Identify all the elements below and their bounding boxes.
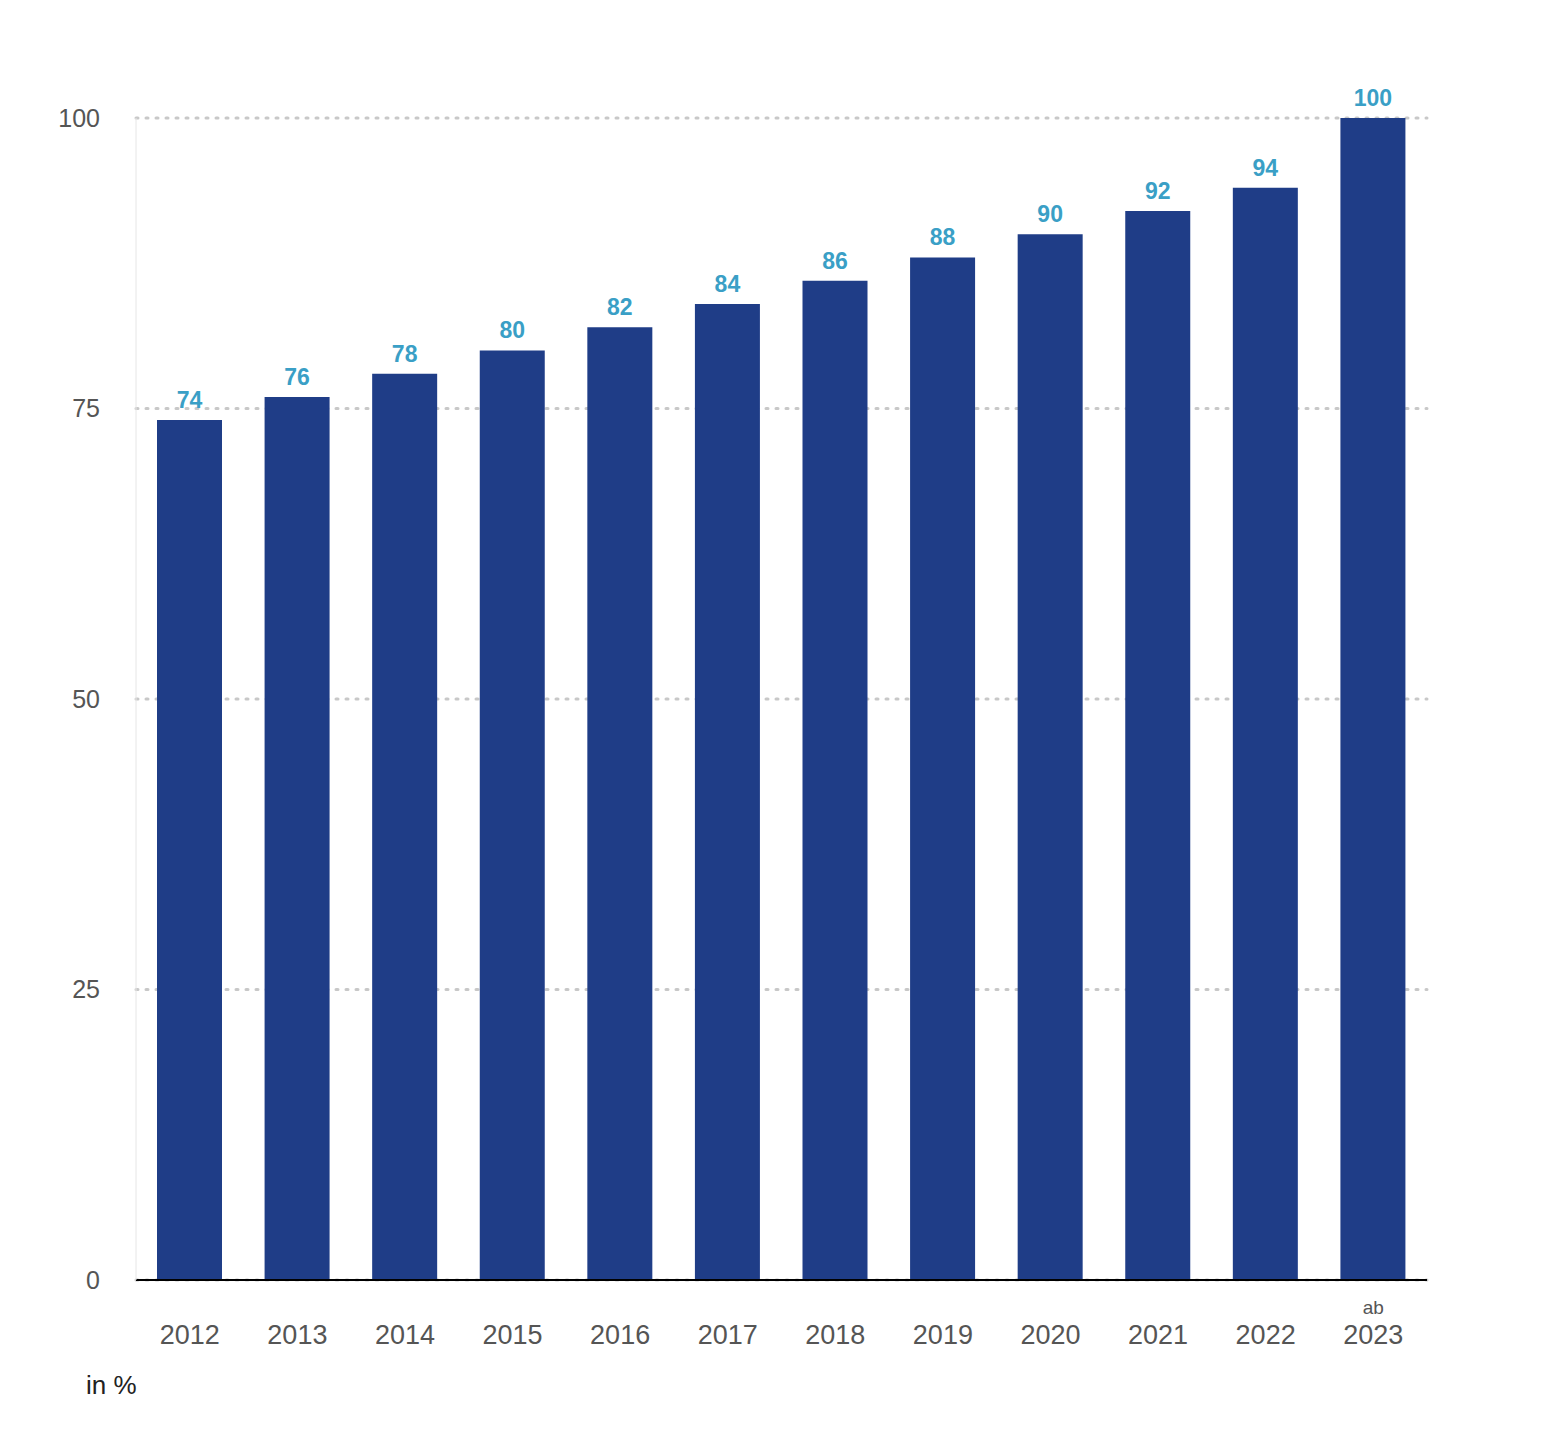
svg-text:84: 84 (715, 271, 741, 297)
svg-text:2021: 2021 (1128, 1320, 1188, 1350)
svg-text:2019: 2019 (913, 1320, 973, 1350)
svg-text:2018: 2018 (805, 1320, 865, 1350)
svg-text:2020: 2020 (1020, 1320, 1080, 1350)
svg-text:2015: 2015 (483, 1320, 543, 1350)
svg-text:94: 94 (1253, 155, 1279, 181)
svg-text:2017: 2017 (698, 1320, 758, 1350)
svg-text:88: 88 (930, 224, 956, 250)
svg-text:78: 78 (392, 341, 418, 367)
html-text:in %: in % (86, 1370, 137, 1400)
svg-text:50: 50 (72, 685, 100, 713)
svg-text:2022: 2022 (1236, 1320, 1296, 1350)
svg-text:90: 90 (1037, 201, 1063, 227)
svg-text:82: 82 (607, 294, 633, 320)
svg-text:74: 74 (177, 387, 203, 413)
svg-text:2014: 2014 (375, 1320, 435, 1350)
svg-text:92: 92 (1145, 178, 1171, 204)
svg-text:100: 100 (1354, 85, 1392, 111)
svg-text:ab: ab (1363, 1297, 1384, 1318)
svg-text:25: 25 (72, 975, 100, 1003)
svg-text:2016: 2016 (590, 1320, 650, 1350)
svg-text:2012: 2012 (160, 1320, 220, 1350)
svg-text:80: 80 (499, 317, 525, 343)
svg-text:100: 100 (58, 104, 100, 132)
svg-text:2013: 2013 (267, 1320, 327, 1350)
svg-text:2023: 2023 (1343, 1320, 1403, 1350)
svg-text:76: 76 (284, 364, 310, 390)
svg-text:75: 75 (72, 394, 100, 422)
svg-text:86: 86 (822, 248, 848, 274)
svg-text:0: 0 (86, 1266, 100, 1294)
